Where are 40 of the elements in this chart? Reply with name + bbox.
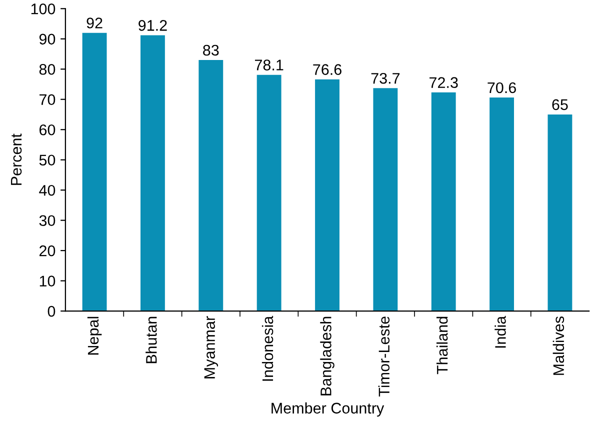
bar	[431, 92, 456, 312]
x-tick-label: Bhutan	[146, 316, 157, 364]
bar	[82, 32, 107, 312]
data-label: 92	[86, 18, 102, 28]
y-tick-label: 70	[40, 94, 56, 106]
data-label: 73.7	[371, 72, 400, 84]
y-tick-label: 30	[39, 215, 56, 226]
bar	[490, 98, 514, 312]
y-tick-label: 0	[48, 306, 56, 317]
bar	[373, 88, 398, 312]
x-tick-label: Indonesia	[262, 316, 274, 381]
y-tick-label: 80	[39, 64, 56, 75]
bar	[315, 79, 340, 312]
x-axis-title: Member Country	[272, 402, 384, 417]
x-tick-label: Bangladesh	[320, 316, 334, 396]
x-tick-label: Maldives	[552, 316, 564, 375]
x-tick-label: Timor-Leste	[378, 316, 390, 396]
y-tick-label: 90	[39, 34, 56, 45]
data-label: 76.6	[313, 64, 342, 75]
data-label: 70.6	[488, 82, 516, 94]
y-tick-label: 40	[39, 184, 56, 196]
data-label: 78.1	[254, 60, 284, 70]
y-tick-label: 50	[39, 154, 56, 166]
data-label: 83	[203, 44, 219, 56]
bar	[140, 35, 165, 312]
x-tick-label: Nepal	[87, 316, 102, 355]
y-tick-label: 60	[40, 124, 56, 136]
bar	[256, 74, 282, 312]
x-tick-label: India	[494, 316, 506, 348]
x-tick-label: Myanmar	[204, 316, 218, 378]
bar	[548, 114, 572, 312]
data-label: 65	[552, 99, 568, 110]
x-tick-label: Thailand	[436, 316, 448, 374]
y-tick-label: 100	[31, 4, 56, 14]
y-tick-label: 10	[40, 276, 56, 286]
y-tick-label: 20	[40, 245, 56, 256]
data-label: 72.3	[430, 77, 458, 88]
bar	[198, 60, 224, 312]
data-label: 91.2	[138, 20, 167, 31]
y-axis-title: Percent	[11, 134, 22, 185]
